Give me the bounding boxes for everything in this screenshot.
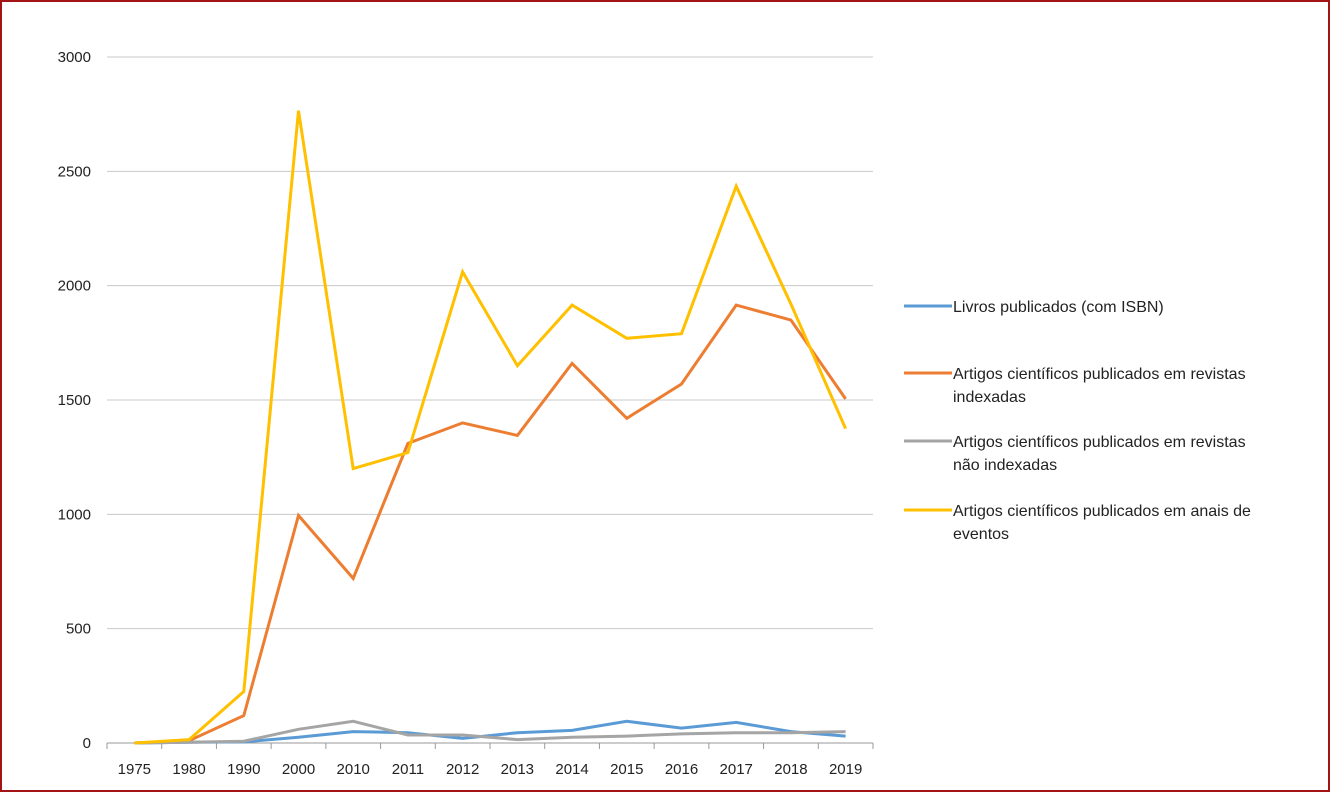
x-axis-ticks: 1975 1980 1990 2000 2010 2011 2012 2013 2014 2015…: [106, 743, 874, 778]
x-tick-label: 2010: [337, 761, 370, 778]
series-lines: [134, 110, 847, 745]
y-tick-label: 3000: [58, 49, 91, 66]
legend-label: Artigos científicos publicados em revist…: [953, 366, 1246, 406]
series-line-2: [134, 303, 847, 745]
series-line-4: [134, 110, 847, 745]
legend-label: Artigos científicos publicados em anais …: [953, 503, 1251, 543]
legend-entry-4: Artigos científicos publicados em anais …: [904, 503, 1251, 543]
legend-label: Livros publicados (com ISBN): [953, 299, 1164, 316]
x-tick-label: 1975: [118, 761, 151, 778]
x-tick-label: 2000: [282, 761, 315, 778]
x-tick-label: 2018: [774, 761, 807, 778]
x-tick-label: 2014: [555, 761, 588, 778]
gridlines: [107, 56, 873, 630]
y-tick-label: 0: [83, 735, 91, 752]
series-line-3: [134, 719, 846, 745]
x-tick-label: 2012: [446, 761, 479, 778]
x-tick-label: 2019: [829, 761, 862, 778]
y-tick-label: 1500: [58, 392, 91, 409]
series-line-1: [134, 719, 846, 745]
legend-entry-3: Artigos científicos publicados em revist…: [904, 434, 1246, 474]
legend-label: Artigos científicos publicados em revist…: [953, 434, 1246, 474]
y-tick-label: 500: [66, 621, 91, 638]
y-tick-label: 1000: [58, 506, 91, 523]
x-tick-label: 1990: [227, 761, 260, 778]
x-tick-label: 2016: [665, 761, 698, 778]
x-tick-label: 1980: [172, 761, 205, 778]
y-tick-label: 2500: [58, 163, 91, 180]
x-tick-label: 2017: [720, 761, 753, 778]
y-axis-ticks: 0 500 1000 1500 2000 2500 3000: [58, 49, 91, 752]
legend-entry-2: Artigos científicos publicados em revist…: [904, 366, 1246, 406]
x-tick-label: 2011: [392, 761, 424, 778]
x-tick-label: 2013: [501, 761, 534, 778]
y-tick-label: 2000: [58, 278, 91, 295]
legend-entry-1: Livros publicados (com ISBN): [904, 299, 1164, 316]
x-tick-label: 2015: [610, 761, 643, 778]
legend: Livros publicados (com ISBN) Artigos cien…: [904, 299, 1251, 543]
